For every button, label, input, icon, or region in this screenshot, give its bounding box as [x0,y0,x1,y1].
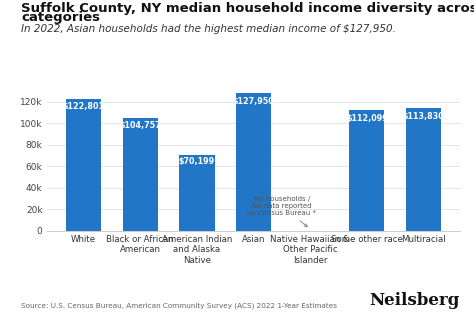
Bar [179,155,215,231]
Text: Source: U.S. Census Bureau, American Community Survey (ACS) 2022 1-Year Estimate: Source: U.S. Census Bureau, American Com… [21,302,337,309]
Bar [406,108,441,231]
Bar [349,110,384,231]
Text: $112,099: $112,099 [346,114,388,123]
Text: No households /
No data reported
by Census Bureau *: No households / No data reported by Cens… [247,196,316,227]
Text: Neilsberg: Neilsberg [369,292,460,309]
Text: $127,950: $127,950 [233,97,274,106]
Text: Suffolk County, NY median household income diversity across racial: Suffolk County, NY median household inco… [21,2,474,15]
Bar [236,93,271,231]
Text: $70,199: $70,199 [179,157,215,167]
Text: categories: categories [21,11,100,24]
Bar [123,118,158,231]
Bar [66,99,101,231]
Text: $113,830: $113,830 [402,112,444,121]
Text: $122,801: $122,801 [63,102,105,112]
Text: $104,757: $104,757 [119,121,161,130]
Text: In 2022, Asian households had the highest median income of $127,950.: In 2022, Asian households had the highes… [21,24,396,34]
